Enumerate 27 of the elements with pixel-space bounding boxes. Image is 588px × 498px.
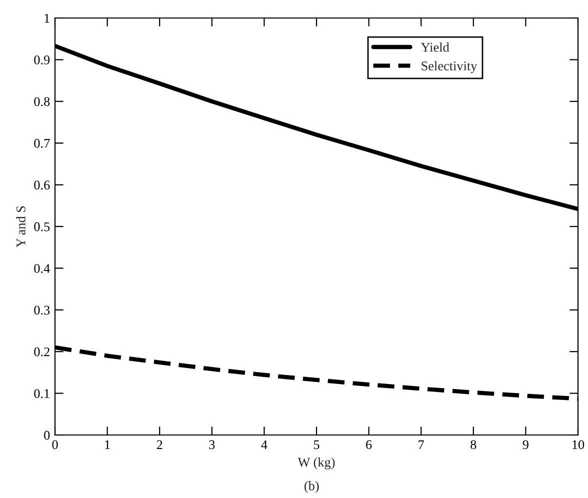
x-axis-title: W (kg) bbox=[298, 457, 335, 470]
x-tick-label: 0 bbox=[52, 440, 58, 450]
x-tick-label: 8 bbox=[470, 440, 476, 450]
x-tick-label: 2 bbox=[156, 440, 162, 450]
legend-label: Yield bbox=[420, 42, 450, 52]
y-tick-label: 1 bbox=[44, 14, 50, 23]
y-axis-title: Y and S bbox=[16, 206, 26, 248]
y-tick-label: 0 bbox=[44, 430, 50, 440]
x-tick-label: 9 bbox=[522, 440, 528, 450]
y-tick-label: 0.2 bbox=[34, 347, 50, 356]
x-tick-label: 5 bbox=[314, 440, 320, 450]
y-tick-label: 0.5 bbox=[34, 222, 50, 232]
legend-label: Selectivity bbox=[422, 61, 478, 74]
y-tick-label: 0.8 bbox=[34, 97, 50, 106]
x-tick-label: 6 bbox=[366, 440, 372, 450]
y-tick-label: 0.4 bbox=[34, 264, 50, 273]
x-tick-label: 1 bbox=[105, 440, 110, 450]
y-tick-label: 0.1 bbox=[34, 389, 50, 398]
x-tick-label: 7 bbox=[418, 440, 424, 450]
x-tick-label: 3 bbox=[209, 440, 215, 450]
y-tick-label: 0.3 bbox=[34, 306, 50, 315]
y-tick-label: 0.7 bbox=[34, 138, 50, 148]
y-tick-label: 0.6 bbox=[34, 180, 50, 190]
x-tick-label: 4 bbox=[261, 440, 268, 450]
text: (b) bbox=[304, 481, 319, 494]
y-tick-label: 0.9 bbox=[34, 56, 50, 64]
x-tick-label: 10 bbox=[572, 440, 584, 450]
